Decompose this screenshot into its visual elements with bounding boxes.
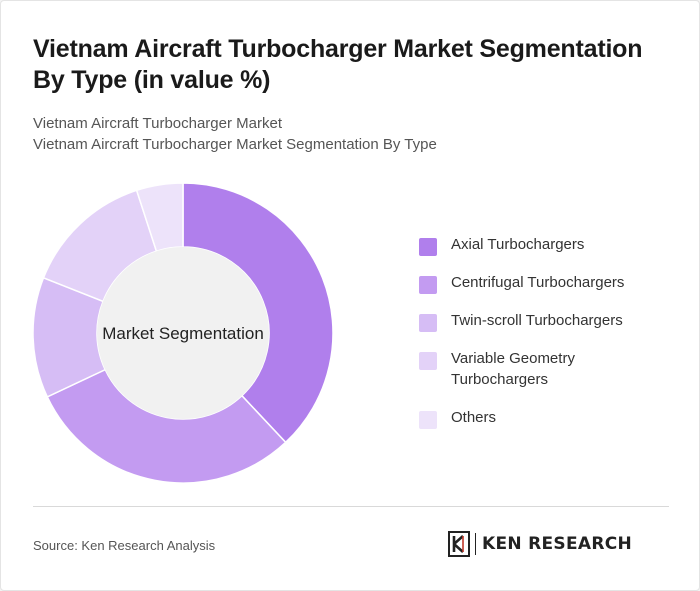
legend-swatch <box>419 276 437 294</box>
source-note: Source: Ken Research Analysis <box>33 538 216 553</box>
legend-swatch <box>419 352 437 370</box>
legend-item: Twin-scroll Turbochargers <box>419 310 679 332</box>
legend-label: Centrifugal Turbochargers <box>451 274 625 291</box>
footer-divider <box>33 506 669 507</box>
legend-label: Variable Geometry Turbochargers <box>451 350 575 388</box>
legend-label: Others <box>451 409 497 426</box>
chart-title: Vietnam Aircraft Turbocharger Market Seg… <box>33 35 643 94</box>
chart-subtitle-market: Vietnam Aircraft Turbocharger Market <box>33 115 282 132</box>
logo-wordmark: KEN RESEARCH <box>482 534 633 554</box>
legend-item: Centrifugal Turbochargers <box>419 272 679 294</box>
donut-chart: Market Segmentation <box>32 182 334 484</box>
legend-swatch <box>419 238 437 256</box>
donut-center <box>97 247 269 419</box>
legend-swatch <box>419 314 437 332</box>
donut-center-label: Market Segmentation <box>102 324 264 343</box>
chart-legend: Axial Turbochargers Centrifugal Turbochar… <box>419 234 679 445</box>
logo-separator <box>475 533 476 555</box>
legend-item: Axial Turbochargers <box>419 234 679 256</box>
legend-item: Others <box>419 407 679 429</box>
ken-research-logo: KEN RESEARCH <box>448 531 632 557</box>
chart-subtitle-segmentation: Vietnam Aircraft Turbocharger Market Seg… <box>33 136 437 153</box>
legend-label: Axial Turbochargers <box>451 236 585 253</box>
legend-swatch <box>419 411 437 429</box>
ken-research-logo-icon <box>448 531 470 557</box>
legend-label: Twin-scroll Turbochargers <box>451 312 623 329</box>
legend-item: Variable Geometry Turbochargers <box>419 348 679 390</box>
